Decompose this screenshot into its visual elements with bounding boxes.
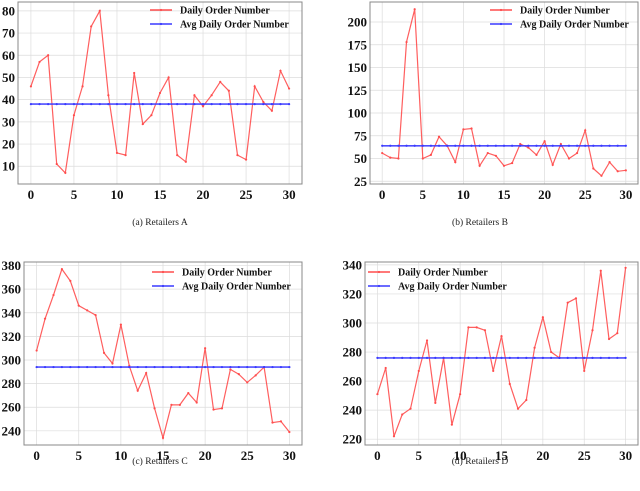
chart-b-svg: 0 5 10 15 20 25 30 25 50 75 100 125 150 175 200 Daily O… [348,1,639,202]
x-tick-label: 0 [33,448,40,463]
legend-label: Avg Daily Order Number [520,20,629,31]
caption-c: (c) Retailers C [132,457,188,467]
x-tick-label: 30 [619,187,632,202]
y-tick-label: 200 [348,15,368,30]
plot-frame [17,1,303,185]
x-tick-label: 10 [454,448,467,463]
y-tick-label: 340 [2,305,22,320]
chart-c-svg: 0 5 10 15 20 25 30 240 260 280 300 320 340 360 380 Dail… [2,258,303,463]
x-tick-label: 15 [495,448,509,463]
legend-label: Avg Daily Order Number [182,282,291,293]
plot-frame [23,261,303,446]
x-tick-label: 25 [579,187,593,202]
series-avg-daily-order [29,102,291,106]
x-tick-label: 10 [457,187,470,202]
x-tick-label: 10 [114,448,127,463]
x-tick-label: 0 [374,448,381,463]
legend-label: Daily Order Number [398,268,488,279]
legend: Daily Order Number Avg Daily Order Number [152,268,291,293]
y-tick-label: 50 [2,70,15,85]
grid [18,2,302,184]
grid [370,2,638,184]
x-tick-label: 5 [416,448,423,463]
y-tick-label: 320 [2,329,22,344]
y-tick-label: 150 [348,60,368,75]
x-tick-label: 15 [154,187,168,202]
x-tick-label: 5 [71,187,78,202]
series-avg-daily-order [381,144,627,147]
legend: Daily Order Number Avg Daily Order Number [490,6,629,31]
y-tick-label: 70 [2,26,15,41]
x-tick-label: 20 [199,448,212,463]
y-tick-label: 30 [2,114,15,129]
series-avg-daily-order [376,356,627,359]
y-tick-label: 320 [343,286,363,301]
y-tick-label: 300 [2,352,22,367]
y-tick-label: 80 [2,3,15,18]
chart-retailers-d: 0 5 10 15 20 25 30 220 240 260 280 300 320 340 Daily O… [320,250,640,491]
plot-frame [364,261,639,446]
y-tick-label: 125 [348,83,368,98]
x-tick-label: 25 [578,448,592,463]
y-tick-label: 20 [2,137,15,152]
chart-retailers-a: 0 5 10 15 20 25 30 10 20 30 40 50 60 70 80 Daily Order … [0,0,320,245]
caption-b: (b) Retailers B [452,218,508,228]
y-tick-label: 75 [354,128,368,143]
plot-frame [369,1,639,185]
x-tick-label: 0 [379,187,386,202]
y-tick-label: 175 [348,37,368,52]
y-tick-label: 240 [2,423,22,438]
series-daily-order [29,8,291,175]
x-tick-label: 5 [420,187,427,202]
caption-d: (d) Retailers D [451,457,509,467]
y-tick-label: 50 [354,151,367,166]
x-tick-label: 20 [536,448,549,463]
legend: Daily Order Number Avg Daily Order Number [150,6,289,31]
y-tick-label: 10 [2,159,15,174]
grid [24,262,302,445]
x-tick-label: 30 [619,448,632,463]
y-tick-label: 260 [343,374,363,389]
y-tick-label: 100 [348,106,368,121]
chart-retailers-c: 0 5 10 15 20 25 30 240 260 280 300 320 340 360 380 Dail… [0,250,320,491]
x-tick-label: 10 [110,187,123,202]
x-tick-label: 25 [240,187,254,202]
x-tick-label: 0 [28,187,35,202]
x-tick-label: 30 [283,187,296,202]
x-tick-label: 30 [283,448,296,463]
x-tick-label: 20 [197,187,210,202]
legend: Daily Order Number Avg Daily Order Number [368,268,507,293]
chart-a-svg: 0 5 10 15 20 25 30 10 20 30 40 50 60 70 80 Daily Order … [2,1,303,202]
x-tick-label: 15 [157,448,171,463]
y-tick-label: 60 [2,48,15,63]
series-daily-order [376,266,627,438]
grid [365,262,638,445]
legend-label: Daily Order Number [182,268,272,279]
y-tick-label: 220 [343,432,363,447]
caption-a: (a) Retailers A [132,218,188,228]
y-tick-label: 260 [2,400,22,415]
x-tick-label: 15 [498,187,512,202]
x-tick-label: 5 [76,448,83,463]
series-avg-daily-order [35,365,291,369]
y-tick-label: 360 [2,282,22,297]
chart-retailers-b: 0 5 10 15 20 25 30 25 50 75 100 125 150 175 200 Daily O… [320,0,640,245]
legend-label: Avg Daily Order Number [180,20,289,31]
y-tick-label: 240 [343,403,363,418]
y-tick-label: 340 [343,257,363,272]
x-tick-label: 20 [538,187,551,202]
y-tick-label: 300 [343,316,363,331]
y-tick-label: 380 [2,258,22,273]
legend-label: Daily Order Number [520,6,610,17]
y-tick-label: 25 [354,174,368,189]
y-tick-label: 280 [343,345,363,360]
x-tick-label: 25 [241,448,255,463]
y-tick-label: 40 [2,92,15,107]
legend-label: Daily Order Number [180,6,270,17]
legend-label: Avg Daily Order Number [398,282,507,293]
chart-d-svg: 0 5 10 15 20 25 30 220 240 260 280 300 320 340 Daily O… [343,257,639,463]
y-tick-label: 280 [2,376,22,391]
